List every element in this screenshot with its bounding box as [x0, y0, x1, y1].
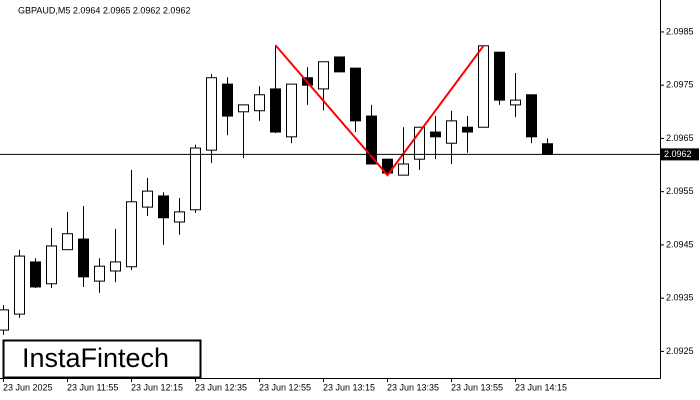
x-tick-label: 23 Jun 12:55 [259, 382, 311, 392]
candle-body [174, 211, 185, 223]
x-tick-label: 23 Jun 13:35 [387, 382, 439, 392]
candle-body [126, 201, 137, 268]
y-tick-label: 2.0965 [666, 133, 694, 143]
x-tick-label: 23 Jun 11:55 [67, 382, 118, 392]
candle-body [110, 261, 121, 272]
candle-body [254, 94, 265, 112]
candle-body [62, 233, 73, 251]
y-tick-label: 2.0925 [666, 346, 694, 356]
candle-body [270, 88, 281, 133]
candle-body [318, 61, 329, 90]
candle-body [462, 126, 473, 133]
pattern-line [274, 44, 485, 177]
candle-body [30, 261, 41, 288]
candle-body [238, 104, 249, 113]
chart-title: GBPAUD,M5 2.0964 2.0965 2.0962 2.0962 [18, 5, 190, 15]
candle-body [510, 99, 521, 106]
x-tick-label: 23 Jun 2025 [3, 382, 53, 392]
x-tick-label: 23 Jun 12:35 [195, 382, 247, 392]
candle-body [46, 245, 57, 285]
candle-body [222, 83, 233, 117]
candle-body [478, 45, 489, 128]
watermark: InstaFintech [22, 343, 169, 373]
candle-body [494, 51, 505, 101]
y-tick-label: 2.0985 [666, 26, 694, 36]
candle-body [430, 131, 441, 138]
candle-body [334, 56, 345, 73]
x-tick-label: 23 Jun 12:15 [131, 382, 183, 392]
candle-body [206, 77, 217, 151]
candle-body [350, 67, 361, 122]
candle-body [158, 195, 169, 219]
candle-body [526, 94, 537, 138]
candle-body [382, 158, 393, 174]
price-label: 2.0962 [664, 149, 692, 159]
candle-body [398, 163, 409, 176]
y-tick-label: 2.0945 [666, 239, 694, 249]
candle-body [542, 143, 553, 155]
x-tick-label: 23 Jun 13:55 [451, 382, 503, 392]
candle-body [78, 238, 89, 278]
price-label-box [661, 148, 699, 161]
y-tick-label: 2.0975 [666, 80, 694, 90]
candle-body [142, 190, 153, 208]
y-tick-label: 2.0955 [666, 186, 694, 196]
candle-body [446, 120, 457, 144]
candle-body [0, 309, 9, 331]
candle-body [366, 115, 377, 165]
watermark-box [2, 339, 202, 379]
candle-body [190, 147, 201, 211]
x-tick-label: 23 Jun 14:15 [515, 382, 567, 392]
candle-body [414, 126, 425, 160]
candle-body [286, 83, 297, 138]
candle-body [14, 255, 25, 315]
y-tick-label: 2.0935 [666, 293, 694, 303]
x-tick-label: 23 Jun 13:15 [323, 382, 375, 392]
candle-body [94, 265, 105, 282]
